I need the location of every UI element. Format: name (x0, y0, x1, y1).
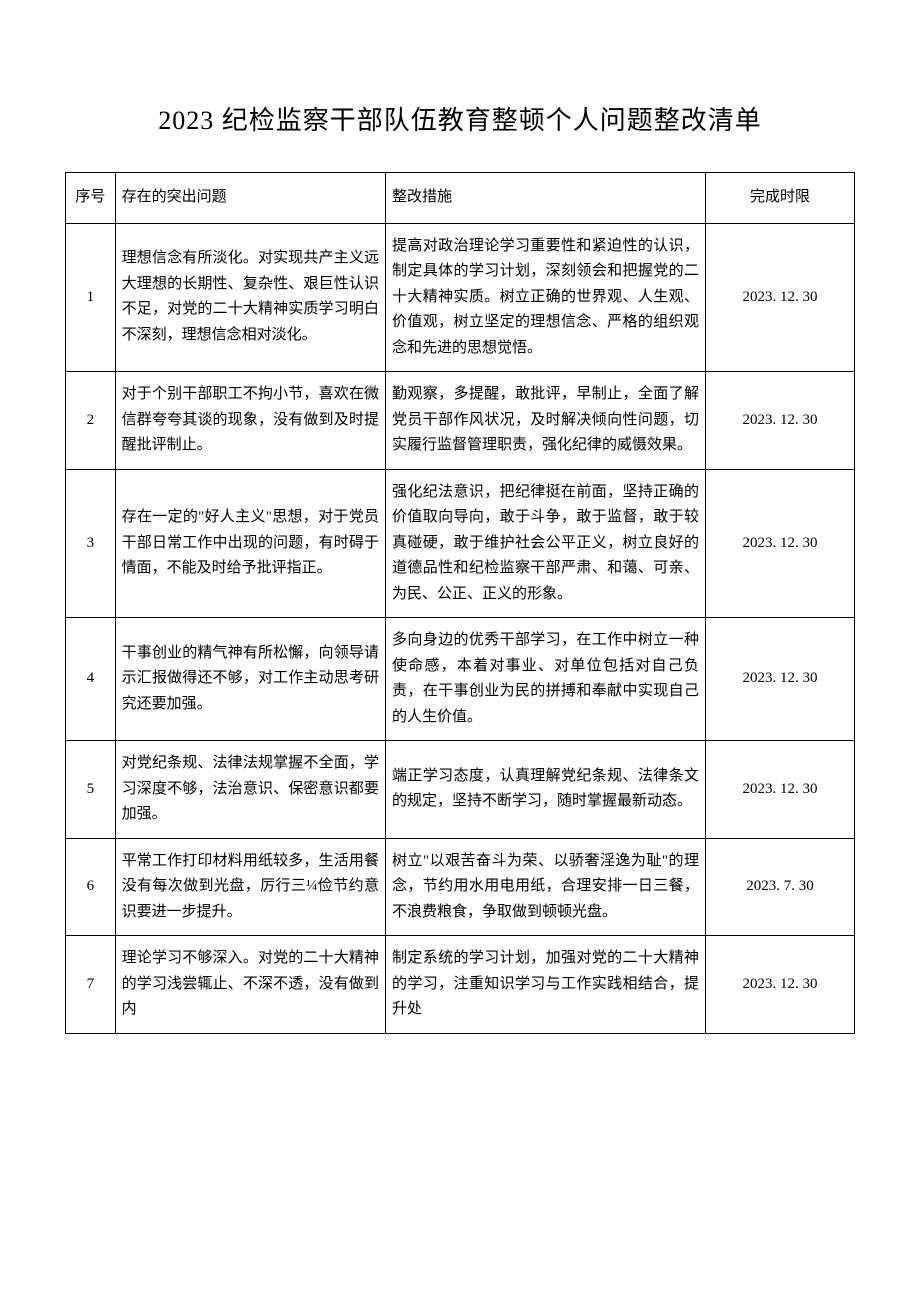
cell-measure: 多向身边的优秀干部学习，在工作中树立一种使命感，本着对事业、对单位包括对自己负责… (386, 618, 706, 741)
cell-deadline: 2023. 7. 30 (706, 838, 855, 936)
cell-seq: 5 (66, 741, 116, 839)
cell-deadline: 2023. 12. 30 (706, 469, 855, 618)
rectification-table: 序号 存在的突出问题 整改措施 完成时限 1 理想信念有所淡化。对实现共产主义远… (65, 172, 855, 1034)
document-title: 2023 纪检监察干部队伍教育整顿个人问题整改清单 (65, 100, 855, 137)
cell-measure: 树立"以艰苦奋斗为荣、以骄奢淫逸为耻"的理念，节约用水用电用纸，合理安排一日三餐… (386, 838, 706, 936)
table-header-row: 序号 存在的突出问题 整改措施 完成时限 (66, 173, 855, 224)
cell-deadline: 2023. 12. 30 (706, 741, 855, 839)
header-problem: 存在的突出问题 (115, 173, 385, 224)
cell-deadline: 2023. 12. 30 (706, 372, 855, 470)
table-row: 7 理论学习不够深入。对党的二十大精神的学习浅尝辄止、不深不透，没有做到内 制定… (66, 936, 855, 1034)
cell-seq: 3 (66, 469, 116, 618)
cell-problem: 理想信念有所淡化。对实现共产主义远大理想的长期性、复杂性、艰巨性认识不足，对党的… (115, 223, 385, 372)
cell-problem: 理论学习不够深入。对党的二十大精神的学习浅尝辄止、不深不透，没有做到内 (115, 936, 385, 1034)
cell-measure: 制定系统的学习计划，加强对党的二十大精神的学习，注重知识学习与工作实践相结合，提… (386, 936, 706, 1034)
header-seq: 序号 (66, 173, 116, 224)
cell-problem: 存在一定的"好人主义"思想，对于党员干部日常工作中出现的问题，有时碍于情面，不能… (115, 469, 385, 618)
cell-seq: 4 (66, 618, 116, 741)
cell-problem: 干事创业的精气神有所松懈，向领导请示汇报做得还不够，对工作主动思考研究还要加强。 (115, 618, 385, 741)
cell-measure: 勤观察，多提醒，敢批评，早制止，全面了解党员干部作风状况，及时解决倾向性问题，切… (386, 372, 706, 470)
table-row: 5 对党纪条规、法律法规掌握不全面，学习深度不够，法治意识、保密意识都要加强。 … (66, 741, 855, 839)
cell-seq: 1 (66, 223, 116, 372)
table-row: 2 对于个别干部职工不拘小节，喜欢在微信群夸夸其谈的现象，没有做到及时提醒批评制… (66, 372, 855, 470)
cell-problem: 对党纪条规、法律法规掌握不全面，学习深度不够，法治意识、保密意识都要加强。 (115, 741, 385, 839)
table-row: 4 干事创业的精气神有所松懈，向领导请示汇报做得还不够，对工作主动思考研究还要加… (66, 618, 855, 741)
cell-seq: 2 (66, 372, 116, 470)
cell-problem: 平常工作打印材料用纸较多，生活用餐没有每次做到光盘，厉行三¼俭节约意识要进一步提… (115, 838, 385, 936)
cell-measure: 提高对政治理论学习重要性和紧迫性的认识，制定具体的学习计划，深刻领会和把握党的二… (386, 223, 706, 372)
header-measure: 整改措施 (386, 173, 706, 224)
cell-problem: 对于个别干部职工不拘小节，喜欢在微信群夸夸其谈的现象，没有做到及时提醒批评制止。 (115, 372, 385, 470)
table-row: 3 存在一定的"好人主义"思想，对于党员干部日常工作中出现的问题，有时碍于情面，… (66, 469, 855, 618)
cell-deadline: 2023. 12. 30 (706, 223, 855, 372)
cell-measure: 强化纪法意识，把纪律挺在前面，坚持正确的价值取向导向，敢于斗争，敢于监督，敢于较… (386, 469, 706, 618)
cell-seq: 6 (66, 838, 116, 936)
header-deadline: 完成时限 (706, 173, 855, 224)
table-row: 1 理想信念有所淡化。对实现共产主义远大理想的长期性、复杂性、艰巨性认识不足，对… (66, 223, 855, 372)
cell-seq: 7 (66, 936, 116, 1034)
cell-measure: 端正学习态度，认真理解党纪条规、法律条文的规定，坚持不断学习，随时掌握最新动态。 (386, 741, 706, 839)
table-row: 6 平常工作打印材料用纸较多，生活用餐没有每次做到光盘，厉行三¼俭节约意识要进一… (66, 838, 855, 936)
cell-deadline: 2023. 12. 30 (706, 936, 855, 1034)
cell-deadline: 2023. 12. 30 (706, 618, 855, 741)
